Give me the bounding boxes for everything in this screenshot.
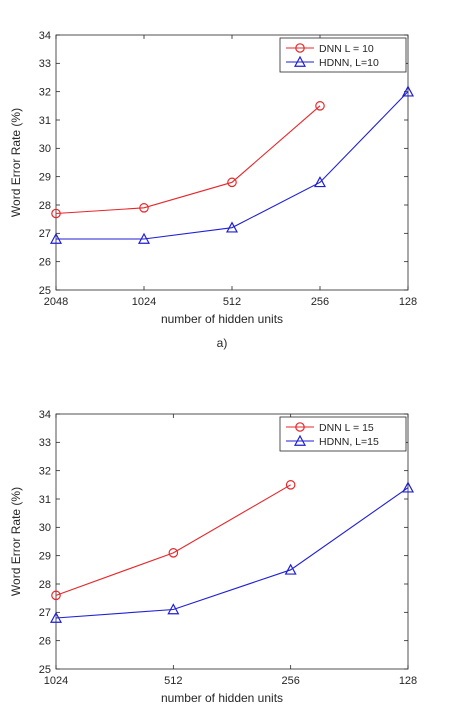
y-tick-label: 26 (39, 635, 51, 647)
legend-label: HDNN, L=15 (319, 436, 379, 448)
y-tick-label: 30 (39, 143, 51, 155)
data-point (315, 101, 325, 111)
y-tick-label: 32 (39, 465, 51, 477)
data-point (285, 480, 296, 490)
y-tick-label: 27 (39, 228, 51, 240)
y-tick-label: 27 (39, 607, 51, 619)
series-line-1 (56, 91, 409, 240)
y-tick-label: 28 (39, 200, 51, 212)
y-tick-label: 32 (39, 86, 51, 98)
legend-label: DNN L = 10 (319, 43, 374, 55)
data-point (225, 221, 239, 233)
x-axis-label: number of hidden units (161, 691, 283, 705)
data-point (49, 611, 63, 623)
y-tick-label: 26 (39, 256, 51, 268)
x-tick-label: 512 (223, 296, 241, 308)
x-tick-label: 128 (399, 675, 417, 687)
y-tick-label: 30 (39, 522, 51, 534)
y-tick-label: 31 (39, 115, 51, 127)
series-line-0 (55, 484, 291, 596)
data-point (313, 176, 327, 188)
data-point (51, 208, 61, 219)
x-tick-label: 2048 (44, 296, 68, 308)
y-tick-label: 29 (39, 550, 51, 562)
series-line-1 (55, 487, 409, 619)
x-tick-label: 256 (281, 675, 299, 687)
chart-a: 25 26 27 28 29 30 31 32 33 34 2048 1024 512 256 128 num… (9, 30, 417, 350)
y-tick-label: 25 (39, 285, 51, 297)
data-point (284, 563, 297, 575)
x-tick-label: 128 (399, 296, 417, 308)
legend: DNN L = 10 HDNN, L=10 (279, 37, 407, 73)
x-tick-label: 512 (164, 675, 182, 687)
x-tick-label: 1024 (44, 675, 68, 687)
data-point (167, 603, 180, 615)
data-point (49, 232, 63, 244)
x-tick-label: 256 (311, 296, 329, 308)
data-point (137, 232, 151, 244)
data-point (401, 85, 415, 97)
x-tick-label: 1024 (132, 296, 156, 308)
data-point (168, 548, 179, 558)
chart-b: 25 26 27 28 29 30 31 32 33 34 1024 512 256 128 number … (9, 409, 417, 705)
y-tick-label: 31 (39, 494, 51, 506)
figure-caption: a) (217, 336, 228, 350)
legend-marker (295, 422, 305, 432)
data-point (227, 177, 237, 188)
y-tick-label: 34 (39, 30, 51, 42)
legend-marker (293, 434, 307, 446)
legend-label: DNN L = 15 (319, 422, 374, 434)
y-tick-label: 34 (39, 409, 51, 421)
series-line-0 (55, 105, 321, 215)
y-tick-label: 33 (39, 437, 51, 449)
y-tick-label: 25 (39, 664, 51, 676)
plot-frame (55, 413, 409, 670)
y-axis-label: Word Error Rate (%) (9, 487, 23, 596)
data-point (51, 590, 61, 601)
legend-label: HDNN, L=10 (319, 57, 379, 69)
y-tick-label: 33 (39, 58, 51, 70)
legend-marker (293, 55, 307, 67)
y-tick-label: 28 (39, 579, 51, 591)
plot-frame (55, 34, 409, 291)
legend-marker (295, 43, 305, 53)
data-point (401, 481, 415, 493)
data-point (139, 203, 149, 213)
x-axis-label: number of hidden units (161, 312, 283, 326)
y-axis-label: Word Error Rate (%) (9, 108, 23, 217)
legend: DNN L = 15 HDNN, L=15 (279, 416, 407, 452)
y-tick-label: 29 (39, 171, 51, 183)
